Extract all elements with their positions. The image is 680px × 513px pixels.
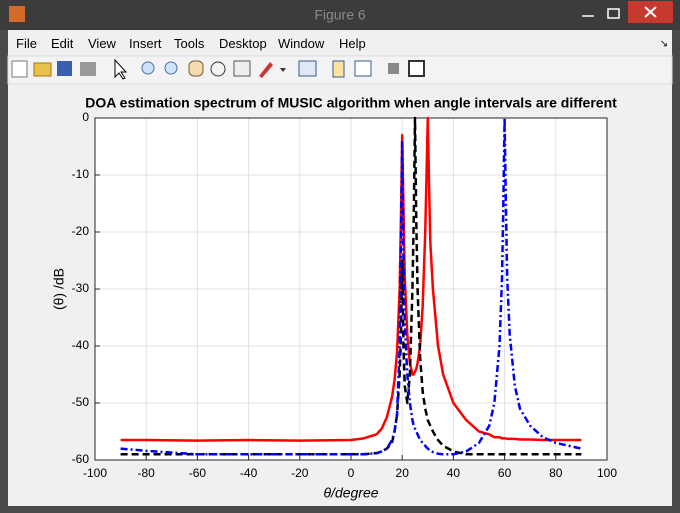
x-tick-label: -20 bbox=[291, 466, 309, 480]
save-button[interactable] bbox=[57, 61, 72, 76]
y-tick-label: -20 bbox=[72, 224, 90, 238]
menu-item[interactable]: Desktop bbox=[219, 36, 267, 51]
toolbar-icons bbox=[11, 58, 425, 80]
data-line bbox=[120, 116, 582, 442]
edit-plot-button[interactable] bbox=[114, 58, 128, 80]
x-tick-label: 20 bbox=[396, 466, 410, 480]
x-tick-label: -100 bbox=[83, 466, 107, 480]
menu-item[interactable]: View bbox=[88, 36, 116, 51]
open-button[interactable] bbox=[33, 62, 52, 77]
dock-arrow[interactable]: ↘ bbox=[660, 39, 668, 50]
x-tick-label: -40 bbox=[240, 466, 258, 480]
dock-button[interactable] bbox=[408, 60, 425, 77]
chart-title: DOA estimation spectrum of MUSIC algorit… bbox=[85, 95, 617, 111]
data-line bbox=[120, 116, 582, 456]
x-tick-label: 40 bbox=[447, 466, 461, 480]
y-tick-label: -30 bbox=[72, 281, 90, 295]
menu-item[interactable]: Insert bbox=[129, 36, 162, 51]
x-tick-label: -80 bbox=[138, 466, 156, 480]
x-axis-label: θ/degree bbox=[323, 485, 378, 501]
y-axis-label: (θ) /dB bbox=[51, 268, 67, 310]
menu-item[interactable]: Tools bbox=[174, 36, 205, 51]
y-tick-label: -50 bbox=[72, 395, 90, 409]
x-tick-label: 60 bbox=[498, 466, 512, 480]
title-bar bbox=[0, 0, 680, 30]
legend-button[interactable] bbox=[354, 60, 372, 77]
menu-item[interactable]: File bbox=[16, 36, 37, 51]
zoom-out-button[interactable] bbox=[164, 61, 178, 75]
zoom-in-button[interactable] bbox=[141, 61, 155, 75]
x-tick-label: 0 bbox=[348, 466, 355, 480]
y-tick-label: -40 bbox=[72, 338, 90, 352]
new-button[interactable] bbox=[11, 60, 28, 78]
y-tick-label: 0 bbox=[82, 110, 89, 124]
menu-item[interactable]: Help bbox=[339, 36, 366, 51]
menu-item[interactable]: Window bbox=[278, 36, 325, 51]
brush-button[interactable] bbox=[259, 62, 273, 78]
rotate-button[interactable] bbox=[210, 61, 226, 77]
data-cursor-button[interactable] bbox=[233, 60, 251, 77]
pan-button[interactable] bbox=[188, 60, 204, 77]
link-button[interactable] bbox=[298, 60, 317, 77]
print-button[interactable] bbox=[80, 62, 96, 76]
x-tick-label: -60 bbox=[189, 466, 207, 480]
x-tick-label: 80 bbox=[549, 466, 563, 480]
window-title: Figure 6 bbox=[314, 7, 366, 23]
x-tick-label: 100 bbox=[597, 466, 617, 480]
app-icon bbox=[9, 6, 25, 22]
hide-tools-button[interactable] bbox=[388, 63, 399, 74]
colorbar-button[interactable] bbox=[332, 60, 345, 78]
menu-item[interactable]: Edit bbox=[51, 36, 74, 51]
y-tick-label: -60 bbox=[72, 452, 90, 466]
y-tick-label: -10 bbox=[72, 167, 90, 181]
axes-box bbox=[94, 117, 608, 461]
